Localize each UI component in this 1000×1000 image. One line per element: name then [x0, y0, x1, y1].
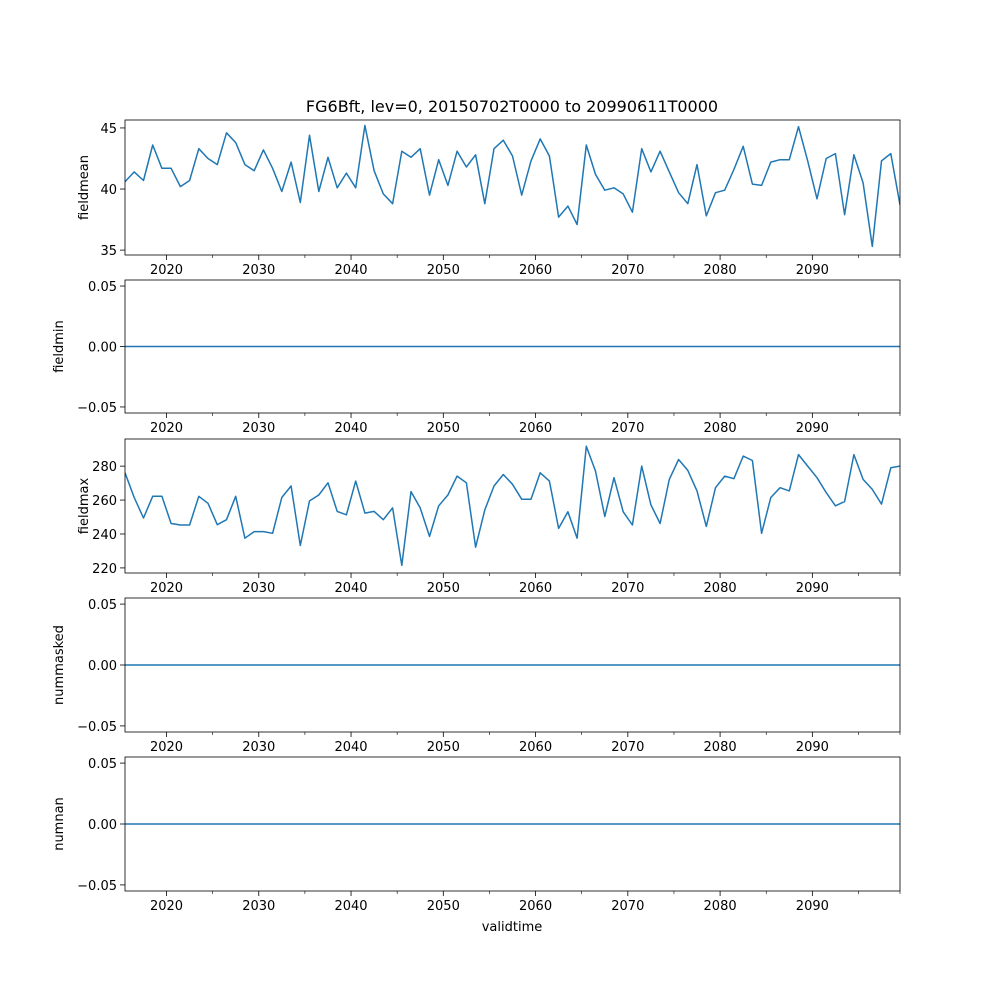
x-tick-label: 2020	[150, 581, 183, 596]
x-tick-label: 2090	[796, 899, 829, 914]
y-tick-label: 0.00	[88, 341, 117, 356]
chart-title: FG6Bft, lev=0, 20150702T0000 to 20990611…	[306, 97, 718, 116]
x-tick-label: 2070	[611, 581, 644, 596]
y-tick-label: 35	[100, 244, 117, 259]
x-tick-label: 2060	[519, 899, 552, 914]
x-tick-label: 2040	[334, 421, 367, 436]
y-tick-label: −0.05	[77, 401, 117, 416]
x-axis-label: validtime	[482, 920, 543, 935]
y-tick-label: 260	[92, 494, 117, 509]
x-tick-label: 2090	[796, 421, 829, 436]
x-tick-label: 2020	[150, 740, 183, 755]
x-tick-label: 2060	[519, 740, 552, 755]
y-axis-label: fieldmax	[77, 478, 92, 535]
x-tick-label: 2030	[242, 421, 275, 436]
axes-frame	[124, 438, 901, 574]
y-tick-label: 220	[92, 562, 117, 577]
x-tick-label: 2060	[519, 581, 552, 596]
subplot-numnan: 2020 2030 2040 2050 2060 2070 2080 2090 −0.05 0.0…	[52, 756, 901, 914]
subplot-fieldmax: 2020 2030 2040 2050 2060 2070 2080 2090 220 240 26…	[77, 438, 901, 596]
y-tick-label: 0.00	[88, 659, 117, 674]
x-tick-label: 2090	[796, 581, 829, 596]
y-axis-label: fieldmean	[77, 155, 92, 220]
y-tick-label: 40	[100, 183, 117, 198]
x-tick-label: 2030	[242, 581, 275, 596]
y-axis-label: fieldmin	[52, 320, 67, 373]
x-tick-label: 2050	[427, 899, 460, 914]
subplot-fieldmin: 2020 2030 2040 2050 2060 2070 2080 2090 −0.05 0.0…	[52, 279, 901, 436]
y-tick-label: 240	[92, 528, 117, 543]
x-tick-label: 2040	[334, 740, 367, 755]
y-tick-label: 280	[92, 460, 117, 475]
y-tick-label: 45	[100, 122, 117, 137]
y-tick-label: 0.00	[88, 818, 117, 833]
x-tick-label: 2050	[427, 421, 460, 436]
x-tick-label: 2080	[704, 740, 737, 755]
x-tick-label: 2050	[427, 581, 460, 596]
x-tick-label: 2040	[334, 581, 367, 596]
x-tick-label: 2090	[796, 740, 829, 755]
x-tick-label: 2050	[427, 263, 460, 278]
x-tick-label: 2060	[519, 263, 552, 278]
x-tick-label: 2070	[611, 263, 644, 278]
subplot-nummasked: 2020 2030 2040 2050 2060 2070 2080 2090 −0.05 0.0…	[52, 597, 901, 755]
x-tick-label: 2020	[150, 899, 183, 914]
y-tick-label: −0.05	[77, 720, 117, 735]
x-tick-label: 2080	[704, 899, 737, 914]
x-tick-label: 2030	[242, 740, 275, 755]
x-tick-label: 2040	[334, 263, 367, 278]
y-axis-label: nummasked	[52, 625, 67, 705]
y-tick-label: 0.05	[88, 757, 117, 772]
x-tick-label: 2090	[796, 263, 829, 278]
x-tick-label: 2040	[334, 899, 367, 914]
x-tick-label: 2020	[150, 263, 183, 278]
x-tick-label: 2070	[611, 740, 644, 755]
x-tick-label: 2030	[242, 263, 275, 278]
axes-frame	[124, 119, 901, 256]
y-axis-label: numnan	[52, 797, 67, 851]
y-tick-label: 0.05	[88, 280, 117, 295]
subplot-fieldmean: 2020 2030 2040 2050 2060 2070 2080 2090 35 40 45 fi…	[77, 119, 901, 278]
x-tick-label: 2050	[427, 740, 460, 755]
x-tick-label: 2020	[150, 421, 183, 436]
y-tick-label: −0.05	[77, 879, 117, 894]
x-tick-label: 2080	[704, 263, 737, 278]
x-tick-label: 2070	[611, 421, 644, 436]
x-tick-label: 2030	[242, 899, 275, 914]
x-tick-label: 2080	[704, 421, 737, 436]
x-tick-label: 2070	[611, 899, 644, 914]
series-line	[125, 124, 900, 248]
x-tick-label: 2080	[704, 581, 737, 596]
y-tick-label: 0.05	[88, 598, 117, 613]
x-tick-label: 2060	[519, 421, 552, 436]
series-line	[125, 445, 900, 567]
